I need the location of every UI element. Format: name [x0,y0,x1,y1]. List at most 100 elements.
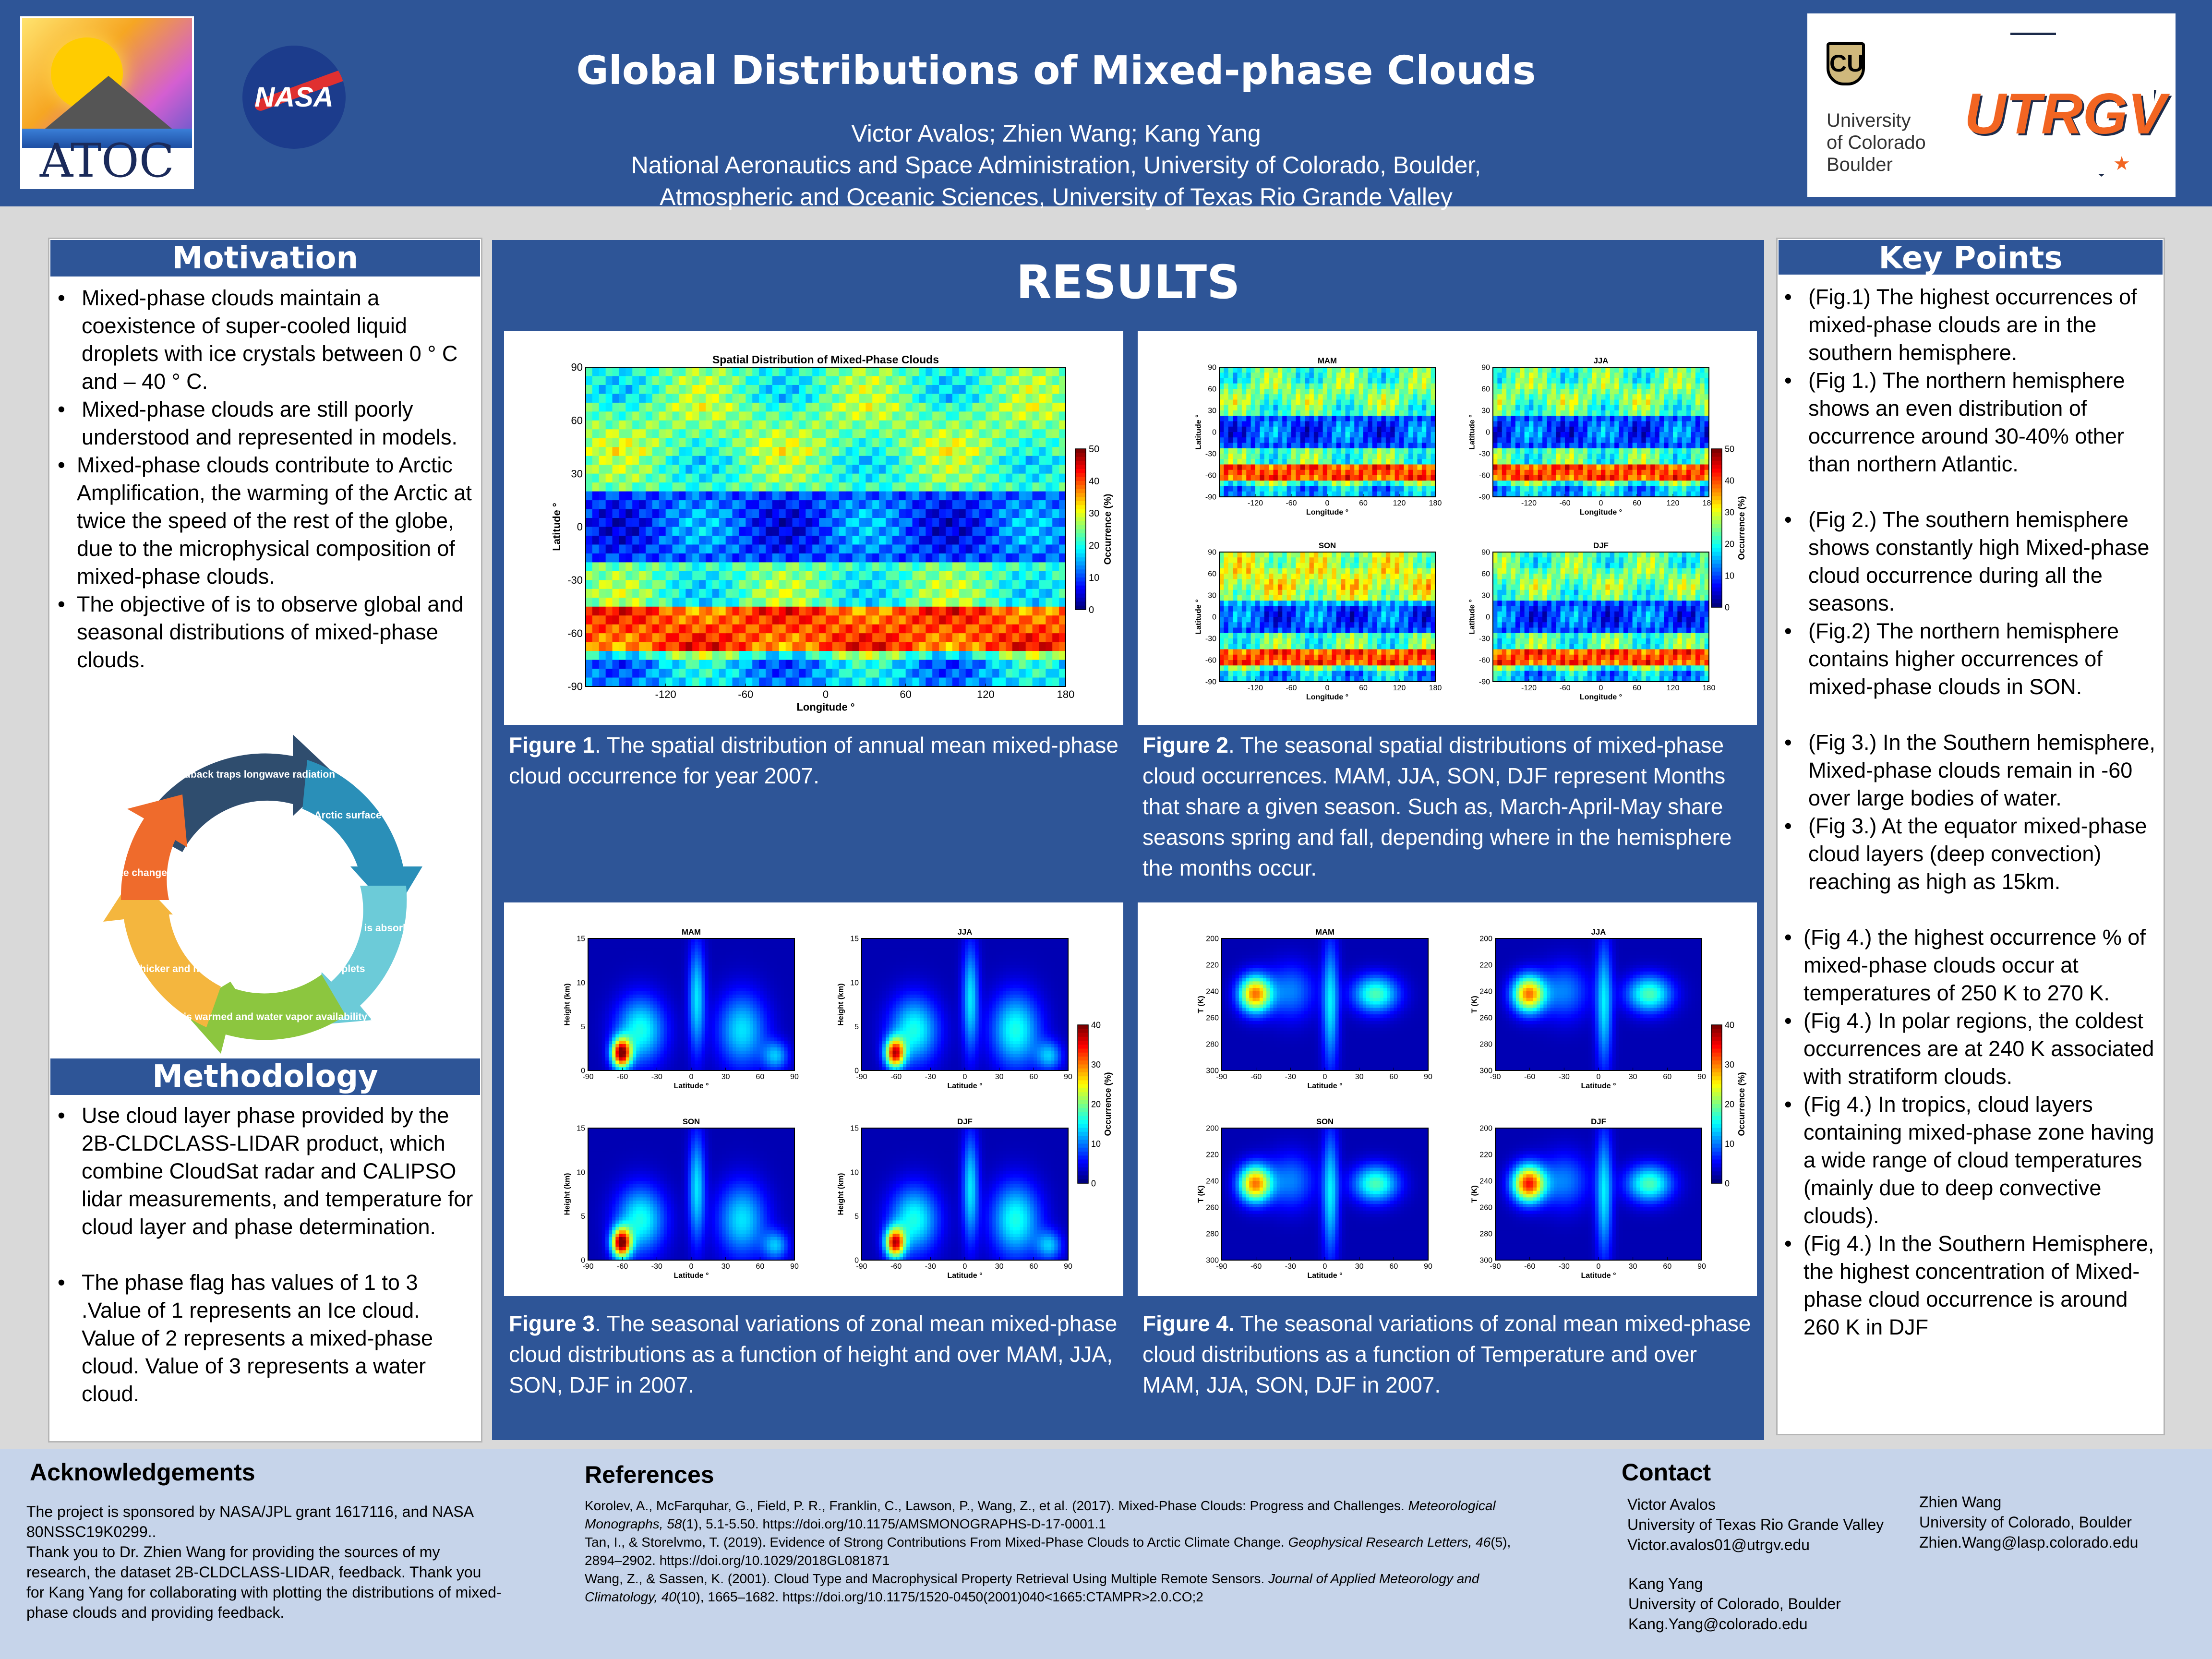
heatmap-cell [892,465,900,474]
heatmap-cell [699,571,706,580]
heatmap-cell [1524,437,1529,444]
heatmap-cell [1413,416,1418,422]
heatmap-cell [1377,432,1382,438]
heatmap-cell [1691,399,1696,406]
heatmap-cell [819,624,826,634]
heatmap-cell [599,598,606,607]
heatmap-cell [1551,448,1556,454]
heatmap-cell [1673,486,1678,492]
heatmap-cell [1404,410,1409,416]
heatmap-cell [886,615,893,625]
heatmap-cell [1012,518,1020,528]
heatmap-cell [972,411,980,421]
heatmap-cell [1006,491,1013,501]
heatmap-cell [665,660,673,669]
heatmap-cell [1623,410,1628,416]
heatmap-cell [1273,437,1278,444]
heatmap-cell [699,562,706,572]
heatmap-cell [892,544,900,554]
heatmap-cell [912,527,920,536]
heatmap-cell [805,677,813,687]
heatmap-cell [1592,481,1597,487]
heatmap-cell [812,465,819,474]
colorbar-step [1075,513,1086,517]
heatmap-cell [1032,376,1040,385]
heatmap-cell [1655,405,1660,411]
heatmap-cell [1269,486,1274,492]
heatmap-cell [592,669,600,678]
heatmap-cell [1358,405,1364,411]
heatmap-cell [1006,429,1013,439]
heatmap-cell [1039,438,1046,447]
heatmap-cell [1032,482,1040,492]
heatmap-cell [1313,410,1319,416]
heatmap-cell [719,367,726,377]
heatmap-cell [1524,383,1529,389]
heatmap-cell [1032,606,1040,616]
heatmap-cell [1515,437,1520,444]
heatmap-cell [1511,459,1516,465]
heatmap-cell [1385,394,1391,400]
heatmap-cell [872,669,879,678]
heatmap-cell [592,535,600,545]
heatmap-cell [779,660,786,669]
heatmap-cell [932,456,939,465]
heatmap-cell [1305,443,1310,449]
heatmap-cell [1542,475,1548,481]
heatmap-cell [1322,367,1328,373]
heatmap-cell [965,394,973,403]
heatmap-cell [1686,383,1692,389]
heatmap-cell [1336,421,1341,427]
heatmap-cell [1533,405,1539,411]
heatmap-cell [599,580,606,589]
heatmap-cell [986,535,993,545]
x-tick-label: 120 [977,688,995,700]
heatmap-cell [639,367,646,377]
heatmap-cell [1250,389,1256,395]
heatmap-cell [1619,389,1624,395]
heatmap-cell [665,633,673,643]
heatmap-cell [819,633,826,643]
heatmap-cell [712,553,720,563]
heatmap-cell [1641,432,1647,438]
heatmap-cell [859,376,866,385]
heatmap-cell [972,571,980,580]
heatmap-cell [619,527,626,536]
heatmap-cell [1046,669,1053,678]
heatmap-cell [1246,469,1251,476]
cycle-label-arctic-change: Arctic climate change is amplified [86,867,225,878]
heatmap-cell [899,491,906,501]
heatmap-cell [1637,367,1642,373]
heatmap-cell [1417,459,1422,465]
heatmap-cell [586,465,593,474]
heatmap-cell [1052,491,1059,501]
figure-2: MAM -120 -60 0 60 120 180 90 60 30 0 -30 -60 -90 Longi… [1138,331,1757,725]
heatmap-cell [1529,432,1534,438]
heatmap-cell [1511,421,1516,427]
heatmap-cell [1052,606,1059,616]
heatmap-cell [1560,448,1565,454]
heatmap-cell [719,535,726,545]
heatmap-cell [866,447,873,457]
heatmap-cell [805,429,813,439]
heatmap-cell [1417,421,1422,427]
heatmap-cell [1012,473,1020,483]
heatmap-cell [952,518,960,528]
heatmap-cell [1565,486,1570,492]
heatmap-cell [1431,432,1436,438]
heatmap-cell [1650,459,1656,465]
heatmap-cell [625,367,633,377]
heatmap-cell [879,376,886,385]
heatmap-cell [1529,491,1534,497]
heatmap-cell [1431,405,1436,411]
heatmap-cell [1655,399,1660,406]
heatmap-cell [892,518,900,528]
heatmap-cell [759,571,766,580]
heatmap-cell [586,482,593,492]
heatmap-cell [725,411,733,421]
heatmap-cell [685,438,693,447]
heatmap-cell [905,394,913,403]
heatmap-cell [1623,399,1628,406]
heatmap-cell [672,394,680,403]
heatmap-cell [1632,367,1637,373]
